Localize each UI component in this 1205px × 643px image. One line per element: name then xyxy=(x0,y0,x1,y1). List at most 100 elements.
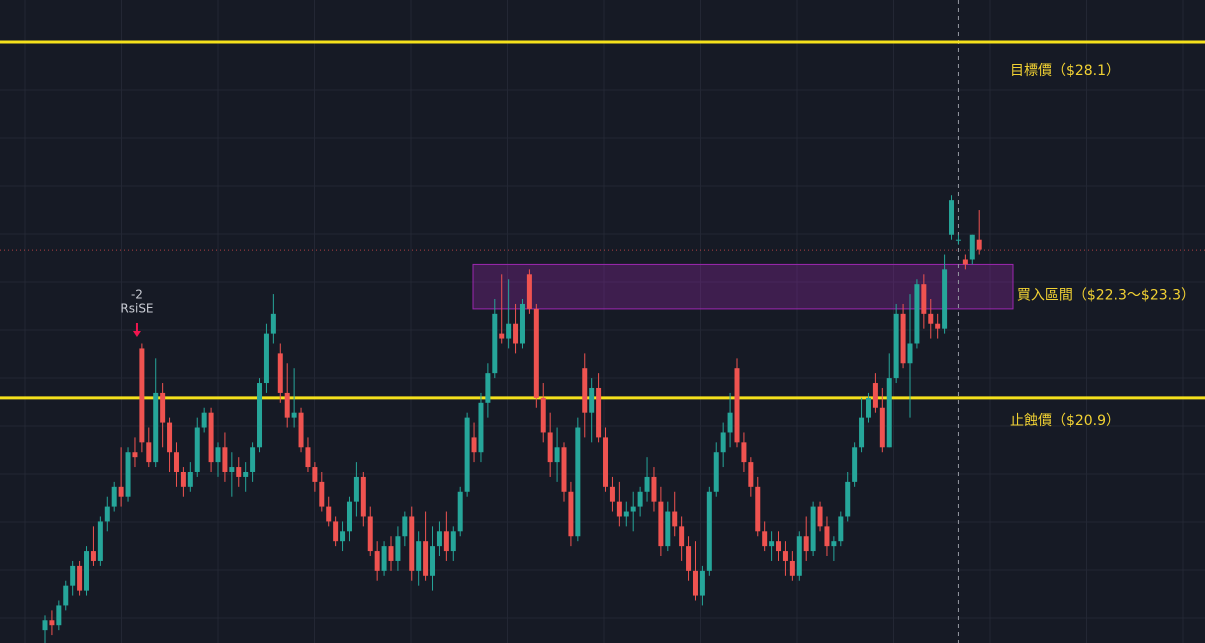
annotation-value: -2 xyxy=(131,288,143,302)
candle-body xyxy=(519,303,525,344)
candle-body xyxy=(769,541,775,547)
candle-body xyxy=(762,531,768,547)
candle-body xyxy=(139,348,145,443)
candle-body xyxy=(727,412,733,433)
price-line-label: 目標價（$28.1） xyxy=(1010,62,1120,79)
candle-body xyxy=(77,565,83,591)
candle-body xyxy=(609,486,615,502)
candle-body xyxy=(603,437,609,487)
zone-label: 買入區間（$22.3～$23.3） xyxy=(1017,288,1195,304)
candle-body xyxy=(845,481,851,517)
candle-body xyxy=(755,486,761,532)
buy-zone xyxy=(472,263,1014,310)
candle-body xyxy=(250,447,256,472)
candle-body xyxy=(976,239,982,250)
candle-body xyxy=(333,521,339,542)
candle-body xyxy=(63,585,69,606)
candle-body xyxy=(658,501,664,547)
candle-body xyxy=(616,501,622,517)
candle-body xyxy=(561,447,567,492)
candle-body xyxy=(540,397,546,433)
candle-body xyxy=(886,378,892,448)
candle-body xyxy=(450,531,456,552)
candle-body xyxy=(125,452,131,497)
candle-body xyxy=(699,570,705,596)
candle-body xyxy=(56,605,62,626)
candle-body xyxy=(962,259,968,265)
candle-body xyxy=(478,402,484,453)
signal-arrow xyxy=(132,323,141,337)
candle-body xyxy=(582,368,588,413)
candle-body xyxy=(589,387,595,413)
candle-body xyxy=(838,516,844,542)
candle-body xyxy=(243,471,249,477)
candle-body xyxy=(575,427,581,537)
candle-body xyxy=(865,397,871,418)
candle-body xyxy=(277,353,283,393)
candle-body xyxy=(291,412,297,418)
candle-body xyxy=(907,343,913,364)
candle-body xyxy=(831,541,837,547)
candle-body xyxy=(734,368,740,443)
candle-body xyxy=(326,506,332,522)
candle-body xyxy=(914,284,920,344)
candle-body xyxy=(492,313,498,374)
candle-body xyxy=(409,516,415,571)
candle-body xyxy=(132,452,138,458)
candle-body xyxy=(672,511,678,527)
candle-body xyxy=(319,481,325,507)
candle-body xyxy=(194,427,200,472)
candle-body xyxy=(506,323,512,339)
candle-body xyxy=(270,313,276,334)
candle-body xyxy=(935,323,941,329)
candle-body xyxy=(167,422,173,453)
candle-body xyxy=(360,476,366,517)
candle-body xyxy=(340,531,346,542)
candle-body xyxy=(257,383,263,448)
candle-body xyxy=(436,531,442,547)
candle-body xyxy=(900,313,906,364)
candle-body xyxy=(637,491,643,507)
candle-body xyxy=(90,551,96,561)
annotation-label: RsiSE xyxy=(120,302,153,316)
candle-body xyxy=(160,392,166,423)
candle-body xyxy=(499,333,505,339)
candle-body xyxy=(623,511,629,517)
candle-body xyxy=(741,442,747,463)
candle-body xyxy=(859,417,865,448)
candle-body xyxy=(720,432,726,453)
candle-body xyxy=(153,392,159,463)
candle-body xyxy=(955,239,961,241)
candle-body xyxy=(222,447,228,472)
candle-body xyxy=(789,560,795,576)
candle-body xyxy=(118,486,124,497)
candle-body xyxy=(180,471,186,487)
candle-body xyxy=(416,541,422,571)
candle-body xyxy=(187,471,193,487)
candle-body xyxy=(824,526,830,547)
candle-body xyxy=(367,516,373,552)
candle-body xyxy=(928,313,934,324)
price-line-label: 止蝕價（$20.9） xyxy=(1010,412,1120,429)
candle-body xyxy=(679,526,685,547)
candle-body xyxy=(533,308,539,398)
candle-body xyxy=(104,506,110,522)
candle-body xyxy=(388,546,394,561)
candle-body xyxy=(457,491,463,532)
candle-body xyxy=(852,447,858,482)
candle-body xyxy=(430,546,436,576)
candle-body xyxy=(630,506,636,512)
candle-body xyxy=(782,551,788,561)
candle-body xyxy=(284,392,290,418)
candle-body xyxy=(208,412,214,463)
candle-body xyxy=(471,437,477,453)
candle-body xyxy=(201,412,207,428)
candle-body xyxy=(97,521,103,561)
candle-body xyxy=(146,442,152,463)
candle-body xyxy=(402,516,408,537)
candle-body xyxy=(879,407,885,448)
candle-body xyxy=(84,551,90,591)
candle-body xyxy=(713,452,719,492)
candle-body xyxy=(969,234,975,260)
